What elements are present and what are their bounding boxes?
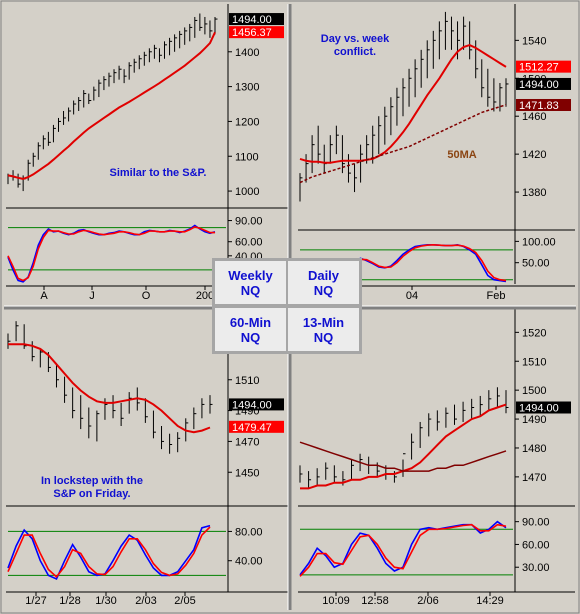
- time-tick-label: Feb: [487, 290, 506, 302]
- osc-tick-label: 40.00: [235, 556, 263, 568]
- price-tick-label: 1510: [235, 375, 259, 387]
- price-label-text: 1494.00: [232, 399, 272, 411]
- ma-line: [8, 343, 211, 434]
- time-tick-label: O: [142, 290, 151, 302]
- price-tick-label: 1540: [522, 35, 546, 47]
- price-tick-label: 1380: [522, 187, 546, 199]
- price-tick-label: 1400: [235, 47, 259, 59]
- panel-bg: [298, 311, 515, 592]
- time-tick-label: 1/27: [25, 595, 46, 607]
- legend-60-min: 60-Min NQ: [215, 308, 286, 351]
- price-label-box: [516, 98, 571, 111]
- panel-1: 1000110012001300140040.0060.0090.001494.…: [6, 4, 288, 302]
- price-tick-label: 1420: [522, 149, 546, 161]
- price-tick-label: 1300: [235, 82, 259, 94]
- time-tick-label: A: [40, 290, 48, 302]
- osc-tick-label: 60.00: [235, 237, 263, 249]
- annotation-text: conflict.: [334, 46, 376, 58]
- price-label-box: [229, 26, 284, 39]
- time-tick-label: 2/05: [174, 595, 195, 607]
- time-tick-label: 12:58: [361, 595, 389, 607]
- price-label-box: [516, 60, 571, 73]
- legend-daily: Daily NQ: [288, 261, 359, 304]
- price-tick-label: 1460: [522, 111, 546, 123]
- price-label-text: 1494.00: [519, 403, 559, 415]
- price-label-text: 1479.47: [232, 422, 272, 434]
- price-label-text: 1512.27: [519, 62, 559, 74]
- time-tick-label: 10:09: [322, 595, 350, 607]
- time-tick-label: 14:29: [476, 595, 504, 607]
- price-tick-label: 1470: [235, 436, 259, 448]
- price-label-text: 1494.00: [232, 14, 272, 26]
- legend-13-min: 13-Min NQ: [288, 308, 359, 351]
- price-tick-label: 1100: [235, 151, 259, 163]
- price-label-box: [229, 420, 284, 433]
- time-tick-label: 1/30: [95, 595, 116, 607]
- price-label-box: [229, 398, 284, 411]
- legend-weekly: Weekly NQ: [215, 261, 286, 304]
- price-tick-label: 1480: [522, 443, 546, 455]
- osc-slow-line: [7, 526, 211, 578]
- osc-tick-label: 100.00: [522, 236, 556, 248]
- price-tick-label: 1490: [522, 414, 546, 426]
- price-tick-label: 1520: [522, 327, 546, 339]
- annotation-text: In lockstep with the: [41, 475, 143, 487]
- time-tick-label: 200: [196, 290, 214, 302]
- panel-3: 1450147014901510153040.0080.001494.00147…: [6, 309, 288, 607]
- panel-bg: [298, 6, 515, 284]
- price-tick-label: 1510: [522, 356, 546, 368]
- price-label-text: 1456.37: [232, 27, 272, 39]
- price-label-text: 1471.83: [519, 100, 559, 112]
- osc-fast-line: [7, 524, 211, 581]
- osc-tick-label: 80.00: [235, 526, 263, 538]
- panel-4: 1470 1480 1490 1500 1510 1520 30.00 60.00 90.00 1…: [298, 309, 575, 607]
- annotation-text: Similar to the S&P.: [110, 167, 207, 179]
- price-label-box: [516, 401, 571, 414]
- ma50-line: [299, 104, 507, 184]
- osc-tick-label: 90.00: [235, 216, 263, 228]
- price-label-box: [516, 77, 571, 90]
- osc-slow-line: [299, 523, 507, 577]
- panel-bg: [6, 311, 228, 592]
- time-tick-label: 2/03: [135, 595, 156, 607]
- time-tick-label: J: [89, 290, 95, 302]
- osc-slow-line: [7, 226, 215, 282]
- osc-tick-label: 50.00: [522, 258, 550, 270]
- price-tick-label: 1200: [235, 116, 259, 128]
- price-tick-label: 1500: [522, 385, 546, 397]
- annotation-text: Day vs. week: [321, 33, 390, 45]
- price-label-box: [229, 13, 284, 26]
- price-tick-label: 1450: [235, 467, 259, 479]
- osc-tick-label: 90.00: [522, 517, 550, 529]
- annotation-text: S&P on Friday.: [53, 488, 130, 500]
- osc-tick-label: 60.00: [522, 539, 550, 551]
- time-tick-label: 1/28: [59, 595, 80, 607]
- time-tick-label: 2/06: [417, 595, 438, 607]
- price-label-text: 1494.00: [519, 79, 559, 91]
- ma-line: [7, 31, 216, 180]
- osc-tick-label: 30.00: [522, 562, 550, 574]
- price-tick-label: 1000: [235, 186, 259, 198]
- time-tick-label: 04: [406, 290, 418, 302]
- ma50-label: 50MA: [447, 149, 476, 161]
- ma-line: [299, 44, 507, 164]
- timeframe-legend: Weekly NQ Daily NQ 60-Min NQ 13-Min NQ: [212, 258, 362, 354]
- ma50-line: [299, 441, 507, 472]
- price-tick-label: 1470: [522, 472, 546, 484]
